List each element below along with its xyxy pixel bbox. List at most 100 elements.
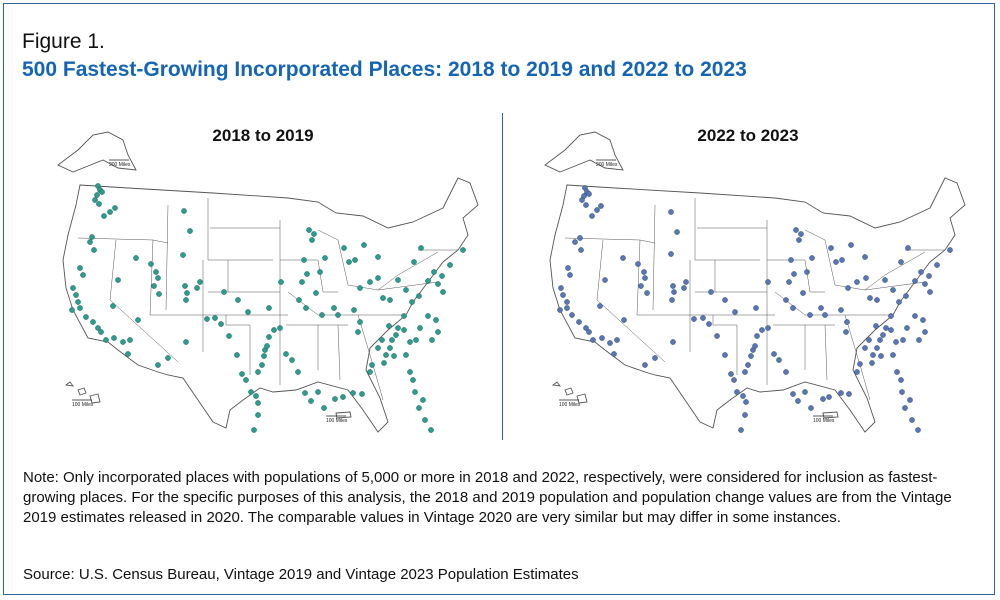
place-dot bbox=[863, 275, 869, 281]
place-dot bbox=[407, 339, 413, 345]
place-dot bbox=[896, 299, 902, 305]
place-dot bbox=[393, 332, 399, 338]
place-dot bbox=[350, 390, 356, 396]
place-dot bbox=[425, 313, 431, 319]
state-line bbox=[652, 204, 656, 311]
place-dot bbox=[80, 272, 86, 278]
place-dot bbox=[893, 339, 899, 345]
place-dot bbox=[221, 289, 227, 295]
state-line bbox=[149, 239, 154, 316]
place-dot bbox=[796, 237, 802, 243]
place-dot bbox=[828, 245, 834, 251]
place-dots bbox=[69, 183, 466, 433]
place-dot bbox=[386, 323, 392, 329]
place-dot bbox=[802, 389, 808, 395]
place-dot bbox=[848, 242, 854, 248]
source-text: Source: U.S. Census Bureau, Vintage 2019… bbox=[23, 566, 579, 583]
place-dot bbox=[255, 412, 261, 418]
place-dot bbox=[783, 369, 789, 375]
panel-divider bbox=[502, 113, 503, 440]
place-dot bbox=[440, 289, 446, 295]
place-dot bbox=[641, 269, 647, 275]
place-dot bbox=[599, 335, 605, 341]
place-dot bbox=[652, 355, 658, 361]
puerto-rico-scale-label: 100 Miles bbox=[326, 418, 348, 424]
place-dot bbox=[375, 254, 381, 260]
place-dot bbox=[846, 391, 852, 397]
place-dot bbox=[734, 389, 740, 395]
place-dot bbox=[110, 303, 116, 309]
place-dot bbox=[197, 279, 203, 285]
place-dot bbox=[898, 377, 904, 383]
place-dot bbox=[331, 305, 337, 311]
place-dot bbox=[564, 305, 570, 311]
state-line bbox=[207, 198, 273, 261]
place-dot bbox=[826, 394, 832, 400]
place-dot bbox=[597, 303, 603, 309]
place-dot bbox=[91, 247, 97, 253]
state-line bbox=[317, 229, 349, 286]
state-line bbox=[884, 251, 926, 276]
place-dot bbox=[844, 319, 850, 325]
place-dot bbox=[245, 309, 251, 315]
place-dot bbox=[907, 397, 913, 403]
place-dot bbox=[820, 396, 826, 402]
place-dot bbox=[922, 329, 928, 335]
place-dot bbox=[800, 290, 806, 296]
state-line bbox=[397, 251, 439, 276]
place-dot bbox=[322, 255, 328, 261]
state-line bbox=[767, 259, 825, 293]
place-dot bbox=[428, 427, 434, 433]
map-title-left: 2018 to 2019 bbox=[212, 126, 314, 145]
place-dot bbox=[839, 257, 845, 263]
place-dot bbox=[351, 307, 357, 313]
place-dot bbox=[706, 321, 712, 327]
us-outline bbox=[549, 177, 966, 433]
place-dot bbox=[742, 369, 748, 375]
place-dot bbox=[381, 360, 387, 366]
place-dot bbox=[854, 369, 860, 375]
place-dot bbox=[306, 227, 312, 233]
place-dot bbox=[691, 316, 697, 322]
place-dot bbox=[367, 369, 373, 375]
place-dot bbox=[883, 325, 889, 331]
place-dot bbox=[401, 327, 407, 333]
place-dot bbox=[148, 261, 154, 267]
place-dot bbox=[759, 327, 765, 333]
place-dot bbox=[391, 353, 397, 359]
place-dot bbox=[890, 352, 896, 358]
place-dot bbox=[786, 279, 792, 285]
place-dot bbox=[874, 297, 880, 303]
place-dot bbox=[845, 285, 851, 291]
place-dot bbox=[259, 362, 265, 368]
place-dot bbox=[103, 337, 109, 343]
place-dot bbox=[435, 329, 441, 335]
place-dot bbox=[435, 281, 441, 287]
place-dot bbox=[642, 362, 648, 368]
place-dot bbox=[722, 352, 728, 358]
place-dot bbox=[577, 235, 583, 241]
place-dot bbox=[557, 307, 563, 313]
place-dot bbox=[745, 362, 751, 368]
place-dot bbox=[589, 213, 595, 219]
place-dot bbox=[642, 275, 648, 281]
alaska-scale-label: 200 Miles bbox=[596, 162, 618, 168]
place-dot bbox=[389, 337, 395, 343]
place-dot bbox=[289, 357, 295, 363]
place-dot bbox=[742, 412, 748, 418]
place-dot bbox=[313, 290, 319, 296]
place-dot bbox=[857, 361, 863, 367]
place-dot bbox=[383, 352, 389, 358]
place-dot bbox=[183, 297, 189, 303]
state-line bbox=[694, 198, 760, 261]
place-dot bbox=[569, 312, 575, 318]
place-dot bbox=[346, 259, 352, 265]
place-dot bbox=[854, 279, 860, 285]
place-dot bbox=[808, 405, 814, 411]
state-line bbox=[280, 259, 338, 293]
place-dot bbox=[302, 390, 308, 396]
place-dot bbox=[572, 239, 578, 245]
place-dot bbox=[681, 285, 687, 291]
place-dot bbox=[874, 345, 880, 351]
place-dot bbox=[95, 325, 101, 331]
